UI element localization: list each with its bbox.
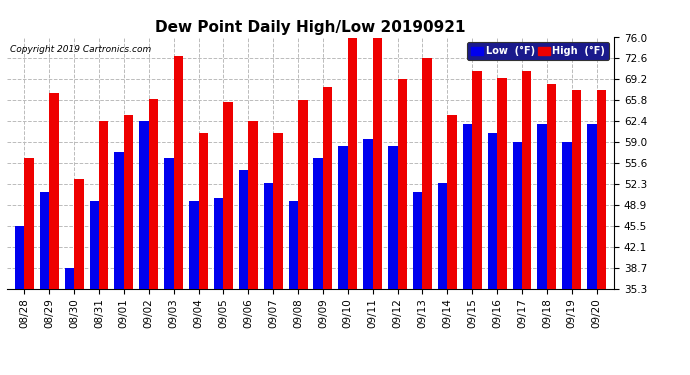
Bar xyxy=(422,58,432,289)
Bar xyxy=(488,133,497,289)
Bar xyxy=(15,226,24,289)
Bar xyxy=(24,158,34,289)
Bar xyxy=(288,201,298,289)
Bar xyxy=(463,124,472,289)
Bar xyxy=(99,122,108,289)
Bar xyxy=(522,72,531,289)
Bar xyxy=(298,100,308,289)
Bar xyxy=(115,152,124,289)
Bar xyxy=(273,133,283,289)
Bar xyxy=(124,115,133,289)
Bar xyxy=(472,72,482,289)
Text: Copyright 2019 Cartronics.com: Copyright 2019 Cartronics.com xyxy=(10,45,151,54)
Bar xyxy=(447,115,457,289)
Bar xyxy=(562,142,572,289)
Bar xyxy=(538,124,547,289)
Bar xyxy=(74,180,83,289)
Bar xyxy=(547,84,556,289)
Bar xyxy=(189,201,199,289)
Bar xyxy=(413,192,422,289)
Bar xyxy=(214,198,224,289)
Bar xyxy=(248,121,258,289)
Bar xyxy=(313,158,323,289)
Bar xyxy=(149,99,158,289)
Title: Dew Point Daily High/Low 20190921: Dew Point Daily High/Low 20190921 xyxy=(155,20,466,35)
Bar xyxy=(65,268,74,289)
Bar xyxy=(49,93,59,289)
Bar xyxy=(363,140,373,289)
Bar xyxy=(513,142,522,289)
Legend: Low  (°F), High  (°F): Low (°F), High (°F) xyxy=(467,42,609,60)
Bar xyxy=(388,146,397,289)
Bar xyxy=(40,192,49,289)
Bar xyxy=(174,56,183,289)
Bar xyxy=(199,133,208,289)
Bar xyxy=(264,183,273,289)
Bar xyxy=(587,124,597,289)
Bar xyxy=(239,170,248,289)
Bar xyxy=(348,38,357,289)
Bar xyxy=(338,146,348,289)
Bar xyxy=(373,32,382,289)
Bar xyxy=(90,201,99,289)
Bar xyxy=(397,80,407,289)
Bar xyxy=(323,87,333,289)
Bar xyxy=(139,121,149,289)
Bar xyxy=(597,90,606,289)
Bar xyxy=(224,102,233,289)
Bar xyxy=(164,158,174,289)
Bar xyxy=(497,78,506,289)
Bar xyxy=(572,90,581,289)
Bar xyxy=(438,183,447,289)
